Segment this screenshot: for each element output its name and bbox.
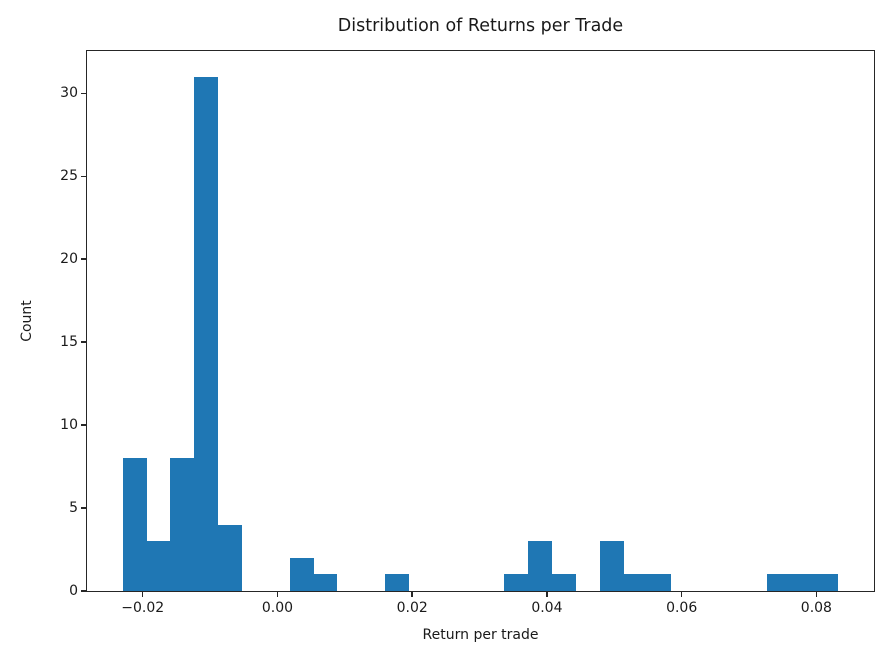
y-tick-mark: [81, 341, 87, 343]
y-tick-label: 20: [60, 251, 78, 268]
y-tick-label: 10: [60, 417, 78, 434]
y-tick-mark: [81, 507, 87, 509]
histogram-bar: [289, 557, 314, 591]
histogram-bar: [647, 574, 672, 591]
histogram-bar: [122, 458, 147, 591]
histogram-bar: [599, 541, 624, 591]
histogram-bar: [218, 524, 243, 591]
histogram-bar: [146, 541, 171, 591]
histogram-bar: [528, 541, 553, 591]
histogram-bar: [313, 574, 338, 591]
y-tick-label: 0: [69, 583, 78, 599]
histogram-bar: [814, 574, 839, 591]
y-tick-mark: [81, 590, 87, 592]
histogram-bar: [623, 574, 648, 591]
histogram-bar: [766, 574, 791, 591]
y-tick-label: 15: [60, 334, 78, 351]
y-tick-mark: [81, 92, 87, 95]
histogram-bar: [790, 574, 815, 591]
x-tick-mark: [141, 591, 144, 597]
histogram-bar: [504, 574, 529, 591]
x-axis-label: Return per trade: [422, 627, 539, 643]
y-tick-mark: [81, 175, 87, 177]
histogram-bar: [552, 574, 576, 591]
x-tick-mark: [276, 591, 279, 597]
histogram-bar: [194, 76, 219, 591]
y-tick-label: 30: [60, 85, 78, 102]
x-tick-label: 0.02: [396, 600, 428, 616]
y-tick-label: 25: [60, 168, 78, 185]
x-tick-label: 0.06: [666, 600, 698, 616]
histogram-bar: [170, 458, 195, 591]
x-tick-mark: [815, 591, 818, 597]
x-tick-mark: [546, 591, 548, 597]
y-tick-mark: [81, 424, 87, 426]
y-tick-mark: [81, 258, 87, 260]
x-tick-mark: [680, 591, 683, 597]
x-tick-label: 0.08: [800, 600, 832, 616]
x-tick-label: 0.04: [531, 600, 563, 616]
x-tick-label: −0.02: [121, 600, 165, 616]
y-tick-label: 5: [69, 500, 78, 517]
x-tick-label: 0.00: [261, 600, 294, 616]
chart-title: Distribution of Returns per Trade: [337, 16, 624, 36]
x-tick-mark: [411, 591, 413, 597]
y-axis-label: Count: [19, 300, 35, 342]
histogram-bar: [385, 574, 410, 591]
